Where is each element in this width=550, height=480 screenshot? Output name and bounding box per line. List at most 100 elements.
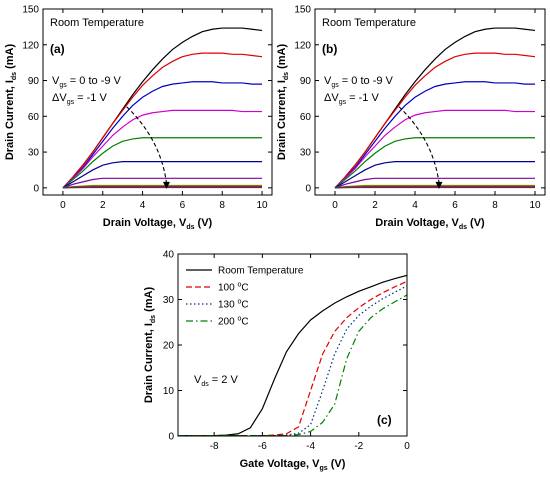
x-axis-label-sub: ds: [459, 224, 467, 231]
legend-unit: C: [241, 283, 248, 294]
legend-unit: C: [241, 317, 248, 328]
y-tick-label: 10: [163, 386, 175, 397]
annotation-title: Room Temperature: [322, 17, 416, 29]
y-tick-label: 20: [163, 341, 175, 352]
annotation-title: Room Temperature: [50, 17, 144, 29]
y-tick-label: 60: [28, 112, 40, 123]
x-tick-label: 10: [256, 200, 268, 211]
x-axis-label-rest: (V): [194, 217, 212, 229]
annotation-dvgs-main: ΔV: [324, 92, 339, 104]
annotation-vgs-rest: = 0 to -9 V: [339, 75, 394, 87]
y-axis-label-rest: (mA): [276, 43, 288, 71]
y-axis-label-main: Drain Current, I: [276, 80, 288, 160]
x-tick-label: 2: [100, 200, 106, 211]
x-tick-label: 6: [180, 200, 186, 211]
y-tick-label: 150: [22, 5, 39, 16]
x-tick-label: 0: [332, 200, 338, 211]
y-axis-label-rest: (mA): [4, 43, 16, 71]
x-axis-label: Drain Voltage, Vds (V): [375, 217, 485, 231]
y-tick-label: 0: [305, 183, 311, 194]
series-line-6: [335, 162, 535, 188]
annotation-dvgs-rest: = -1 V: [346, 92, 379, 104]
series-group: [178, 275, 407, 435]
x-tick-label: -8: [210, 441, 219, 452]
y-tick-label: 120: [22, 40, 39, 51]
panel-label: (a): [50, 42, 65, 56]
x-axis-label-sub: ds: [186, 224, 194, 231]
series-line-2: [335, 53, 535, 188]
x-tick-label: 10: [529, 200, 541, 211]
series-line-3: [178, 286, 407, 436]
series-line-2: [63, 53, 262, 188]
y-tick-label: 90: [300, 76, 312, 87]
y-tick-label: 0: [33, 183, 39, 194]
plot-frame: [178, 254, 407, 436]
annotation-arrow: [127, 107, 167, 183]
annotation-dvgs-rest: = -1 V: [74, 92, 107, 104]
x-axis-label-main: Drain Voltage, V: [103, 217, 187, 229]
annotation-dvgs: ΔVgs = -1 V: [52, 92, 107, 106]
annotation-dvgs: ΔVgs = -1 V: [324, 92, 379, 106]
y-axis-label-main: Drain Current, I: [143, 323, 155, 403]
annotation-vgs-rest: = 0 to -9 V: [67, 75, 122, 87]
y-axis-label-sub: ds: [283, 72, 290, 80]
y-axis-label: Drain Current, Ids (mA): [276, 43, 290, 160]
legend-label: 200: [218, 317, 237, 328]
x-tick-label: 0: [404, 441, 410, 452]
annotation-dvgs-main: ΔV: [52, 92, 67, 104]
x-axis-label: Gate Voltage, Vgs (V): [240, 458, 346, 472]
legend-unit: C: [241, 300, 248, 311]
x-tick-label: -6: [258, 441, 267, 452]
panel-label: (b): [322, 42, 337, 56]
series-line-4: [178, 295, 407, 436]
legend-label: Room Temperature: [218, 266, 304, 277]
y-tick-label: 90: [28, 76, 40, 87]
y-tick-label: 0: [168, 432, 174, 443]
y-tick-label: 30: [28, 148, 40, 159]
x-tick-label: 0: [60, 200, 66, 211]
series-line-4: [63, 110, 262, 188]
y-tick-label: 60: [300, 112, 312, 123]
x-tick-label: 8: [219, 200, 225, 211]
x-tick-label: 8: [492, 200, 498, 211]
annotation-vds-rest: = 2 V: [209, 374, 239, 386]
x-tick-label: 4: [140, 200, 146, 211]
y-tick-label: 120: [294, 40, 311, 51]
legend-label: 130: [218, 300, 237, 311]
legend-entry: 130 oC: [218, 299, 249, 311]
panel-label: (c): [377, 413, 392, 427]
series-line-6: [63, 162, 262, 188]
x-axis-label: Drain Voltage, Vds (V): [103, 217, 213, 231]
annotation-vgs: Vgs = 0 to -9 V: [52, 75, 122, 89]
annotation-vgs: Vgs = 0 to -9 V: [324, 75, 394, 89]
y-axis-label: Drain Current, Ids (mA): [4, 43, 18, 160]
y-axis-label-sub: ds: [150, 315, 157, 323]
y-tick-label: 150: [294, 5, 311, 16]
x-axis-label-main: Drain Voltage, V: [375, 217, 459, 229]
x-axis-label-rest: (V): [467, 217, 485, 229]
y-axis-label-rest: (mA): [143, 286, 155, 314]
x-tick-label: 4: [412, 200, 418, 211]
x-axis-label-main: Gate Voltage, V: [240, 458, 321, 470]
series-line-2: [178, 281, 407, 435]
legend-label: 100: [218, 283, 237, 294]
x-axis: 0 2 4 6 8 10: [60, 9, 268, 211]
x-tick-label: -2: [354, 441, 363, 452]
x-axis: 0 2 4 6 8 10: [332, 9, 541, 211]
y-axis-label: Drain Current, Ids (mA): [143, 286, 157, 403]
x-tick-label: 6: [452, 200, 458, 211]
x-tick-label: -4: [306, 441, 315, 452]
x-axis-label-rest: (V): [328, 458, 346, 470]
legend-entry: Room Temperature: [218, 266, 304, 277]
chart-panel-1: 0 2 4 6 8 10 0 30 60 90 120 150 Drain Voltage, Vds (…: [4, 5, 272, 232]
x-tick-label: 2: [372, 200, 378, 211]
series-line-1: [178, 275, 407, 435]
y-tick-label: 30: [300, 148, 312, 159]
legend-entry: 200 oC: [218, 316, 249, 328]
